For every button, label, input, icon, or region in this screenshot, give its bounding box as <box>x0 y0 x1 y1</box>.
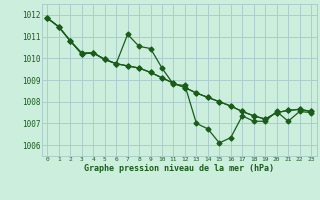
X-axis label: Graphe pression niveau de la mer (hPa): Graphe pression niveau de la mer (hPa) <box>84 164 274 173</box>
